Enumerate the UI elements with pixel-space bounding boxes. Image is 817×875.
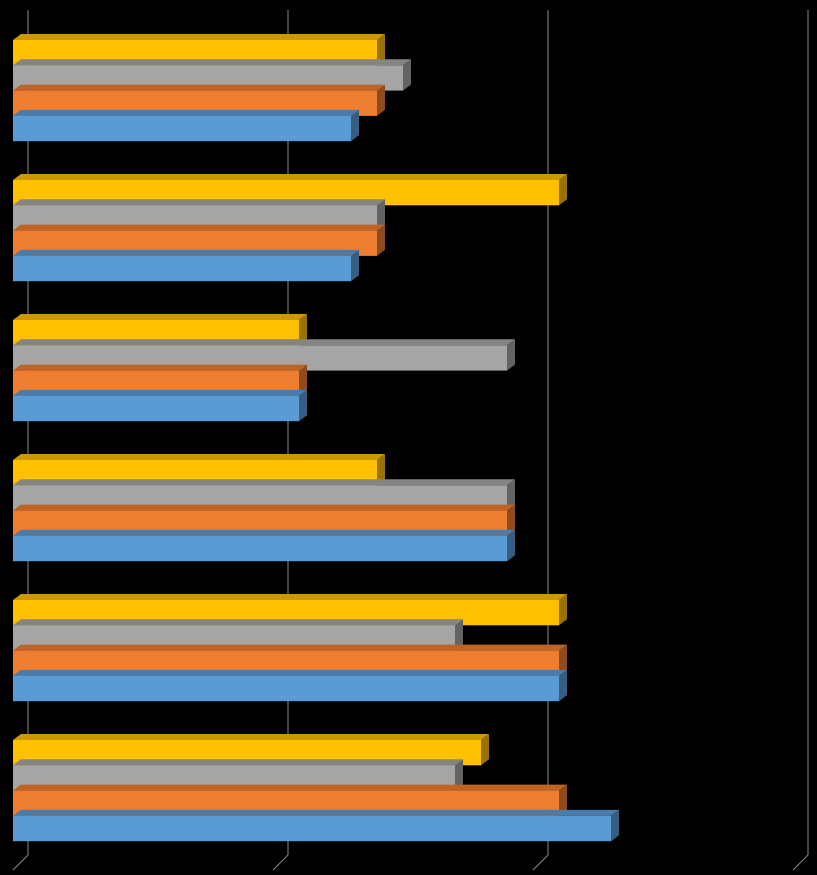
bar-side: [481, 734, 489, 766]
bar-side: [299, 389, 307, 422]
grid-floor-line: [792, 854, 809, 871]
bar-side: [455, 759, 463, 791]
bar-top: [13, 759, 463, 766]
bar-side: [507, 504, 515, 536]
bar-side: [351, 109, 359, 142]
bar-side: [377, 454, 385, 486]
bar-top: [13, 199, 385, 206]
bar-side: [559, 174, 567, 206]
bar-side: [403, 59, 411, 91]
bar-top: [13, 314, 307, 320]
bar-top: [13, 59, 411, 66]
bar-top: [13, 809, 619, 816]
bar: [13, 535, 507, 562]
bar-side: [299, 314, 307, 346]
bar-top: [13, 504, 515, 511]
bar-side: [455, 619, 463, 651]
bar-top: [13, 224, 385, 231]
bar-top: [13, 109, 359, 116]
bar-side: [299, 364, 307, 396]
bar-top: [13, 364, 307, 371]
bar: [13, 255, 351, 282]
bar-top: [13, 174, 567, 180]
grid-floor-line: [272, 854, 289, 871]
bar-top: [13, 784, 567, 791]
bar-top: [13, 249, 359, 256]
bar-side: [611, 809, 619, 842]
bar-top: [13, 454, 385, 460]
bar-top: [13, 644, 567, 651]
bar-side: [507, 529, 515, 562]
bar-top: [13, 734, 489, 740]
bar-top: [13, 594, 567, 600]
bar-side: [559, 669, 567, 702]
bar-side: [559, 644, 567, 676]
bar-top: [13, 479, 515, 486]
bar-top: [13, 339, 515, 346]
bar-top: [13, 34, 385, 40]
bar-side: [351, 249, 359, 282]
bar-top: [13, 529, 515, 536]
bar-side: [559, 784, 567, 816]
bar-side: [507, 339, 515, 371]
bar-side: [377, 84, 385, 116]
bar-side: [377, 34, 385, 66]
bar: [13, 675, 559, 702]
bar-top: [13, 619, 463, 626]
bar: [13, 115, 351, 142]
bar: [13, 395, 299, 422]
bar-top: [13, 84, 385, 91]
bar-side: [377, 224, 385, 256]
bar: [13, 815, 611, 842]
bar-side: [559, 594, 567, 626]
grid-floor-line: [532, 854, 549, 871]
bar-side: [377, 199, 385, 231]
bar-top: [13, 669, 567, 676]
grid-floor-line: [12, 854, 29, 871]
bar-side: [507, 479, 515, 511]
bar-top: [13, 389, 307, 396]
